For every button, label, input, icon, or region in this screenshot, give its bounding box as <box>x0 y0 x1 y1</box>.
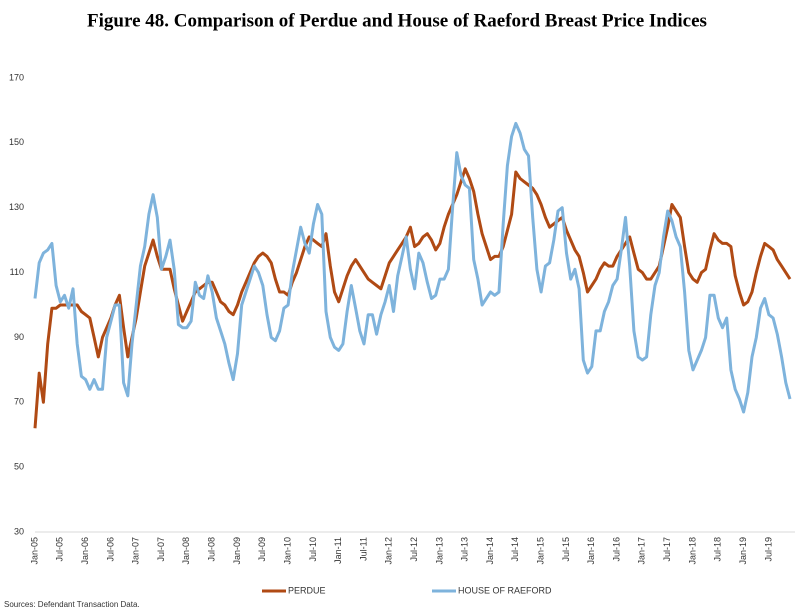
y-tick-label: 150 <box>9 137 24 147</box>
x-tick-label: Jan-09 <box>232 537 242 565</box>
x-tick-label: Jan-13 <box>434 537 444 565</box>
chart-title: Figure 48. Comparison of Perdue and Hous… <box>87 10 707 31</box>
x-tick-label: Jul-16 <box>611 537 621 562</box>
x-tick-label: Jan-18 <box>687 537 697 565</box>
series-line <box>33 121 792 414</box>
x-tick-label: Jul-15 <box>561 537 571 562</box>
x-tick-label: Jan-11 <box>333 537 343 564</box>
x-tick-label: Jan-15 <box>536 537 546 565</box>
source-note: Sources: Defendant Transaction Data. <box>4 600 140 609</box>
x-tick-label: Jul-05 <box>55 537 65 562</box>
y-tick-label: 170 <box>9 72 24 82</box>
x-tick-label: Jul-18 <box>713 537 723 562</box>
x-tick-label: Jul-13 <box>460 537 470 562</box>
x-tick-label: Jul-08 <box>207 537 217 562</box>
x-tick-label: Jan-08 <box>181 537 191 565</box>
y-tick-label: 130 <box>9 202 24 212</box>
x-tick-label: Jan-07 <box>131 537 141 565</box>
x-tick-label: Jan-06 <box>80 537 90 565</box>
x-tick-label: Jul-14 <box>510 537 520 562</box>
x-tick-label: Jan-05 <box>29 537 39 565</box>
x-tick-label: Jan-16 <box>586 537 596 565</box>
x-tick-label: Jul-10 <box>308 537 318 562</box>
x-tick-label: Jul-11 <box>358 537 368 561</box>
x-tick-label: Jan-19 <box>738 537 748 565</box>
y-tick-label: 110 <box>10 267 24 277</box>
y-tick-label: 70 <box>14 397 24 407</box>
y-tick-label: 50 <box>14 462 24 472</box>
x-tick-label: Jan-17 <box>637 537 647 565</box>
x-tick-label: Jul-19 <box>763 537 773 562</box>
legend-label: PERDUE <box>288 585 326 595</box>
legend-label: HOUSE OF RAEFORD <box>458 585 552 595</box>
x-tick-label: Jul-07 <box>156 537 166 562</box>
x-tick-label: Jul-06 <box>105 537 115 562</box>
x-tick-label: Jan-12 <box>384 537 394 565</box>
x-tick-label: Jul-09 <box>257 537 267 562</box>
x-tick-label: Jan-10 <box>282 537 292 565</box>
x-tick-label: Jul-12 <box>409 537 419 562</box>
x-tick-label: Jul-17 <box>662 537 672 562</box>
series-line <box>33 167 792 429</box>
x-tick-label: Jan-14 <box>485 537 495 565</box>
y-tick-label: 30 <box>14 526 24 536</box>
y-tick-label: 90 <box>14 332 24 342</box>
